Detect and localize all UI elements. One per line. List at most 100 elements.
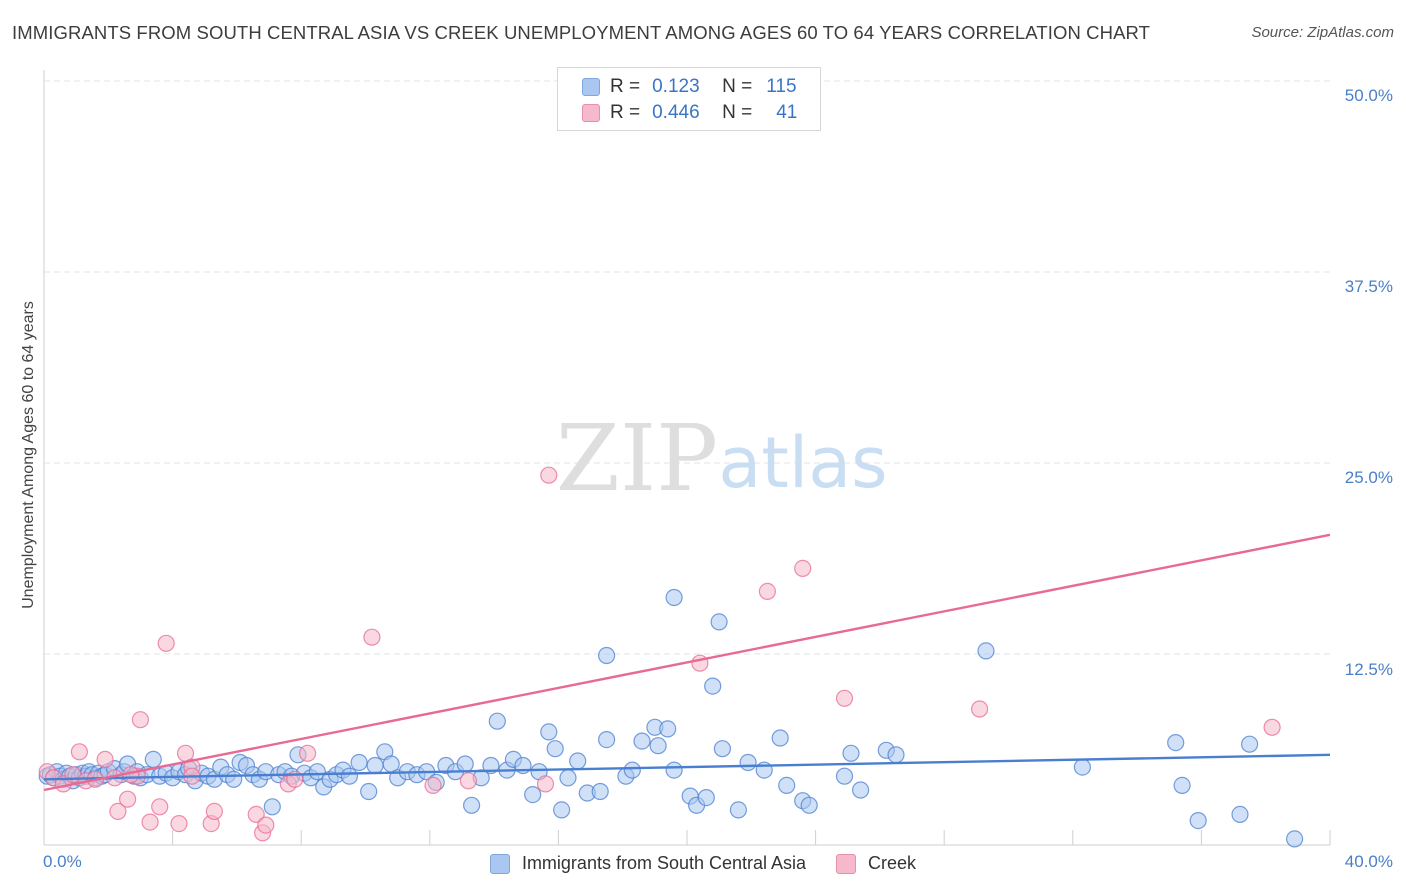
legend-row-immigrants: R = 0.123 N = 115 [582, 75, 797, 99]
trend-line-creek [43, 533, 1331, 792]
point-immigrants-106 [778, 776, 796, 795]
point-creek-20 [247, 805, 265, 824]
y-tick-label-37-5: 37.5% [1344, 277, 1393, 296]
point-creek-14 [151, 798, 169, 816]
legend-swatch-immigrants [489, 853, 510, 874]
point-immigrants-88 [591, 782, 609, 801]
point-immigrants-102 [729, 801, 748, 819]
point-immigrants-85 [559, 769, 577, 787]
legend-swatch-creek [836, 853, 857, 874]
point-immigrants-122 [665, 588, 683, 607]
point-creek-12 [131, 711, 149, 729]
point-immigrants-121 [1285, 830, 1304, 848]
chart-title: IMMIGRANTS FROM SOUTH CENTRAL ASIA VS CR… [12, 22, 1151, 43]
point-creek-30 [540, 466, 558, 484]
point-creek-26 [363, 628, 381, 646]
point-immigrants-100 [704, 677, 722, 695]
y-tick-label-25: 25.0% [1344, 468, 1393, 487]
point-immigrants-124 [597, 646, 616, 665]
point-immigrants-72 [456, 755, 474, 773]
legend-label-immigrants: Immigrants from South Central Asia [521, 853, 807, 873]
point-immigrants-47 [263, 798, 281, 816]
watermark-atlas: atlas [718, 422, 887, 504]
point-creek-28 [459, 772, 477, 790]
series-legend: Immigrants from South Central Asia Creek [0, 853, 1406, 874]
legend-n-value-creek: 41 [776, 102, 798, 123]
point-immigrants-80 [524, 785, 542, 804]
point-immigrants-101 [713, 740, 732, 758]
point-immigrants-95 [659, 720, 677, 738]
point-immigrants-82 [540, 723, 558, 741]
point-immigrants-91 [623, 761, 641, 779]
legend-r-label: R = [610, 102, 641, 123]
point-creek-22 [257, 816, 275, 834]
x-tick-label-min: 0.0% [43, 852, 82, 871]
legend-r-value-creek: 0.446 [652, 102, 700, 123]
point-immigrants-73 [463, 796, 481, 814]
watermark-zip: ZIP [556, 405, 718, 512]
legend-row-creek: R = 0.446 N = 41 [582, 101, 797, 125]
point-immigrants-115 [1073, 758, 1092, 776]
legend-n-value-immigrants: 115 [766, 76, 797, 97]
point-immigrants-83 [546, 740, 564, 758]
point-immigrants-41 [225, 770, 243, 788]
point-immigrants-116 [1167, 733, 1185, 752]
point-immigrants-114 [977, 642, 995, 660]
point-immigrants-59 [340, 767, 358, 785]
point-immigrants-54 [308, 763, 326, 781]
point-immigrants-103 [739, 753, 757, 772]
point-immigrants-108 [800, 796, 818, 814]
source-label: Source: ZipAtlas.com [1251, 24, 1394, 41]
point-immigrants-120 [1240, 735, 1259, 753]
point-creek-34 [835, 689, 854, 707]
point-immigrants-118 [1189, 811, 1207, 830]
point-creek-37 [157, 634, 175, 652]
correlation-legend: R = 0.123 N = 115 R = 0.446 N = 41 [557, 67, 821, 131]
gridlines [43, 70, 1331, 846]
point-immigrants-119 [1231, 805, 1249, 824]
legend-r-label: R = [610, 76, 641, 97]
point-immigrants-61 [360, 782, 378, 801]
point-immigrants-75 [482, 756, 500, 775]
point-immigrants-117 [1173, 776, 1191, 795]
point-creek-29 [536, 775, 555, 793]
point-creek-4 [70, 743, 89, 761]
legend-n-label: N = [722, 102, 753, 123]
point-creek-7 [96, 750, 114, 769]
trend-lines [43, 533, 1331, 792]
point-creek-36 [1263, 718, 1281, 736]
legend-r-value-immigrants: 0.123 [652, 76, 700, 97]
point-immigrants-94 [649, 737, 667, 755]
point-creek-9 [109, 802, 127, 821]
point-immigrants-111 [851, 781, 870, 799]
legend-swatch-immigrants [582, 78, 600, 96]
point-immigrants-110 [842, 744, 860, 762]
point-immigrants-99 [697, 788, 715, 807]
point-immigrants-113 [887, 746, 905, 764]
point-creek-27 [424, 776, 442, 795]
legend-item-creek: Creek [836, 853, 916, 874]
point-creek-35 [970, 700, 989, 718]
x-tick-label-max: 40.0% [1344, 852, 1393, 871]
point-creek-10 [118, 790, 137, 808]
point-creek-19 [205, 802, 223, 821]
point-immigrants-84 [552, 801, 571, 819]
y-tick-label-50: 50.0% [1344, 86, 1393, 105]
trend-line-immigrants [43, 753, 1331, 781]
point-creek-13 [141, 813, 159, 831]
legend-swatch-creek [582, 104, 600, 122]
point-immigrants-109 [835, 767, 854, 785]
point-immigrants-96 [665, 761, 683, 779]
point-immigrants-105 [771, 729, 789, 747]
point-immigrants-76 [488, 712, 506, 730]
legend-item-immigrants: Immigrants from South Central Asia [489, 853, 807, 874]
point-creek-32 [758, 582, 777, 601]
point-creek-25 [299, 744, 317, 762]
y-tick-label-12-5: 12.5% [1344, 660, 1393, 679]
point-creek-15 [170, 814, 188, 833]
point-immigrants-62 [366, 756, 384, 775]
point-immigrants-89 [597, 730, 616, 749]
point-creek-33 [794, 559, 812, 578]
point-immigrants-86 [569, 752, 587, 770]
